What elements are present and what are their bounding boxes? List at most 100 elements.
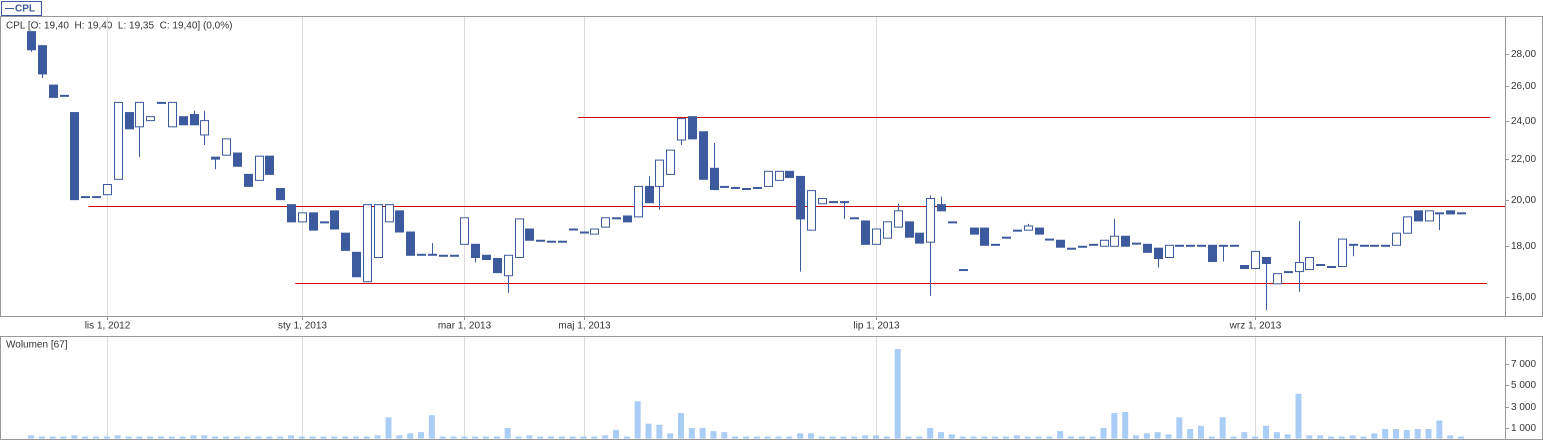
- volume-bar: [992, 436, 999, 439]
- y-tick-label: 22,00: [1511, 154, 1536, 165]
- volume-bar: [981, 436, 988, 439]
- candle-body: [114, 101, 123, 180]
- volume-bar: [493, 436, 500, 439]
- candle-body: [688, 116, 697, 140]
- volume-bar: [201, 435, 208, 439]
- volume-bar: [1263, 425, 1269, 439]
- candle-body: [1338, 238, 1347, 268]
- candle-body: [1305, 257, 1314, 271]
- candle-body: [92, 196, 101, 199]
- x-tick-label: wrz 1, 2013: [1229, 321, 1282, 332]
- volume-bar: [309, 436, 316, 439]
- volume-bar: [1295, 393, 1302, 439]
- volume-bar: [1068, 436, 1074, 439]
- candle-body: [1121, 235, 1130, 247]
- candle-body: [70, 112, 79, 201]
- volume-bar: [147, 436, 154, 439]
- candle-body: [655, 159, 664, 187]
- candle-body: [471, 243, 480, 259]
- volume-bar: [223, 436, 229, 439]
- volume-bar: [1219, 417, 1226, 439]
- volume-bar: [1273, 432, 1280, 439]
- volume-bar: [970, 436, 977, 439]
- volume-bar: [418, 432, 424, 439]
- candle-body: [1078, 245, 1087, 248]
- volume-bar: [179, 436, 186, 439]
- volume-bar: [1165, 434, 1172, 439]
- volume-bar: [1393, 429, 1399, 439]
- volume-bar: [688, 427, 695, 439]
- candle-body: [590, 228, 599, 235]
- candle-body: [49, 84, 58, 98]
- volume-bar: [1003, 436, 1009, 439]
- candle-body: [190, 114, 199, 126]
- candle-body: [1143, 243, 1152, 253]
- candle-body: [937, 204, 946, 212]
- volume-bar: [288, 435, 294, 439]
- candle-body: [406, 231, 415, 256]
- candle-body: [135, 101, 144, 128]
- candle-body: [1089, 243, 1098, 246]
- volume-bar: [450, 436, 457, 439]
- volume-bar: [699, 427, 706, 439]
- volume-bar: [158, 436, 164, 439]
- candle-body: [991, 243, 1000, 246]
- volume-bar: [1013, 435, 1020, 439]
- volume-bar: [1328, 436, 1334, 439]
- candle-body: [157, 101, 166, 104]
- volume-bar: [721, 432, 728, 439]
- volume-bar: [374, 435, 381, 439]
- candle-body: [1425, 210, 1434, 222]
- y-tick-label: 28,00: [1511, 49, 1536, 60]
- volume-bar: [49, 436, 56, 439]
- volume-bar: [255, 436, 262, 439]
- candle-body: [233, 152, 242, 167]
- volume-bar: [439, 436, 446, 439]
- volume-bar: [808, 433, 814, 439]
- volume-bar: [363, 436, 370, 439]
- candle-body: [265, 155, 274, 175]
- volume-bar: [385, 417, 392, 439]
- volume-bar: [320, 436, 327, 439]
- volume-bar: [938, 432, 944, 439]
- candle-body: [1446, 210, 1455, 215]
- volume-bar: [916, 436, 923, 439]
- candle-body: [1360, 244, 1369, 247]
- volume-bar: [1360, 436, 1367, 439]
- volume-bar: [1371, 433, 1378, 439]
- candle-body: [861, 220, 870, 245]
- volume-bar: [190, 435, 197, 439]
- volume-bar: [927, 427, 934, 439]
- volume-bar: [1100, 427, 1107, 439]
- volume-bar: [125, 436, 132, 439]
- x-tick-label: maj 1, 2013: [558, 321, 611, 332]
- volume-bar: [634, 401, 641, 439]
- y-tick-label: 18,00: [1511, 241, 1536, 252]
- candle-body: [872, 228, 881, 245]
- candle-body: [720, 185, 729, 188]
- candle-body: [1414, 210, 1423, 222]
- candle-body: [1240, 265, 1249, 270]
- volume-title: Wolumen [67]: [6, 340, 68, 351]
- candle-body: [634, 185, 643, 218]
- candle-body: [27, 31, 36, 51]
- candle-body: [970, 227, 979, 235]
- candle-body: [504, 254, 513, 277]
- candle-body: [222, 138, 231, 156]
- volume-bar: [103, 436, 110, 439]
- volume-bar: [862, 435, 869, 439]
- x-tick-label: mar 1, 2013: [438, 321, 492, 332]
- volume-bar: [818, 436, 825, 439]
- volume-bar: [613, 430, 619, 439]
- volume-bar: [1252, 436, 1259, 439]
- volume-bar: [136, 436, 143, 439]
- volume-bar: [1078, 436, 1085, 439]
- candle-body: [905, 221, 914, 238]
- y-tick-label: 16,00: [1511, 292, 1536, 303]
- y-tick-label: 26,00: [1511, 81, 1536, 92]
- volume-bar: [244, 436, 251, 439]
- candle-body: [915, 232, 924, 244]
- candle-body: [1035, 227, 1044, 235]
- candle-body: [1370, 244, 1379, 247]
- candle-body: [1457, 212, 1466, 215]
